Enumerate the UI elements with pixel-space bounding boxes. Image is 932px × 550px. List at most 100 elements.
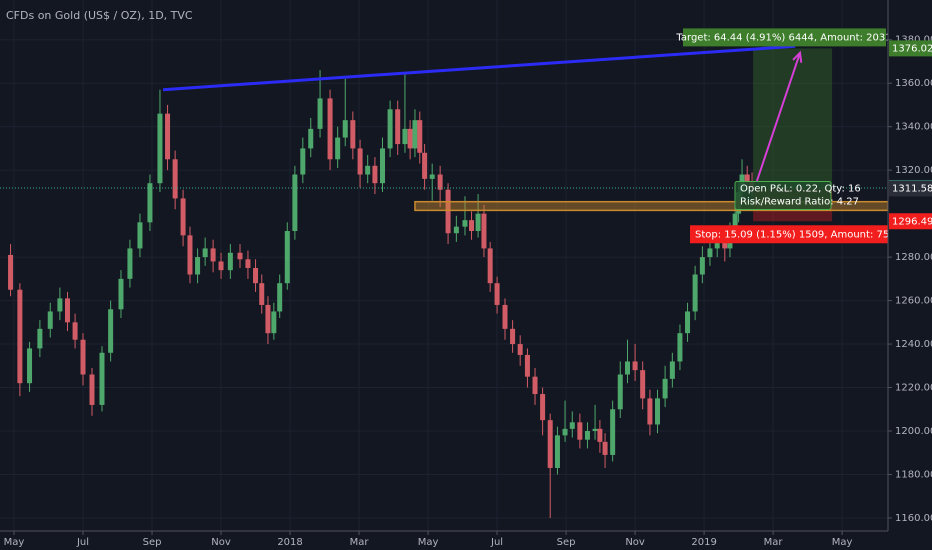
candle-body	[284, 231, 290, 284]
candle-body	[494, 283, 500, 305]
y-tick-label: 1200.00	[895, 426, 932, 437]
candle-body	[137, 222, 143, 249]
pnl-label: Open P&L: 0.22, Qty: 16	[740, 183, 861, 194]
candle-body	[395, 109, 401, 145]
candle-body	[308, 128, 314, 149]
candle-body	[685, 311, 691, 334]
candle-body	[259, 283, 265, 305]
candle-body	[669, 361, 675, 379]
candle-body	[517, 344, 523, 355]
candle-body	[118, 278, 124, 310]
x-tick-label: 2018	[277, 537, 302, 548]
y-tick-label: 1220.00	[895, 383, 932, 394]
candle-body	[157, 113, 163, 184]
y-axis-panel	[888, 0, 932, 550]
candle-body	[422, 152, 428, 179]
candle-body	[202, 248, 208, 258]
candle-body	[407, 128, 413, 149]
x-tick-label: Jul	[76, 537, 89, 548]
candle-body	[647, 398, 653, 425]
candle-body	[80, 339, 86, 375]
chart-title: CFDs on Gold (US$ / OZ), 1D, TVC	[6, 9, 193, 22]
candle-body	[632, 361, 638, 371]
candle-body	[412, 120, 418, 149]
candle-body	[453, 226, 459, 234]
candle-body	[699, 257, 705, 275]
x-tick-label: Nov	[625, 537, 645, 548]
candle-body	[732, 213, 738, 232]
candle-body	[365, 165, 371, 175]
candle-body	[27, 348, 33, 384]
candle-body	[127, 248, 133, 279]
price-marker-label: 1376.02	[892, 43, 932, 54]
candle-body	[17, 289, 23, 384]
x-tick-label: Nov	[211, 537, 231, 548]
candle-body	[195, 257, 201, 275]
y-tick-label: 1180.00	[895, 469, 932, 480]
candle-body	[524, 354, 530, 377]
candle-body	[547, 420, 553, 468]
x-tick-label: Jul	[490, 537, 503, 548]
candle-body	[502, 304, 508, 329]
candle-body	[108, 309, 114, 353]
candle-body	[372, 165, 378, 184]
price-marker-label: 1296.49	[892, 216, 932, 227]
candle-body	[57, 298, 63, 312]
candle-body	[72, 322, 78, 340]
target-zone	[753, 48, 833, 189]
candle-body	[714, 239, 720, 249]
candle-body	[487, 248, 493, 284]
candle-body	[147, 183, 153, 223]
candle-body	[265, 304, 271, 334]
y-tick-label: 1320.00	[895, 165, 932, 176]
candle-body	[292, 174, 298, 232]
y-tick-label: 1280.00	[895, 252, 932, 263]
overlays: Target: 64.44 (4.91%) 6444, Amount: 2031…	[0, 28, 905, 244]
arrow	[755, 52, 801, 182]
candle-body	[172, 159, 178, 199]
candle-body	[402, 128, 408, 145]
x-tick-label: May	[418, 537, 439, 548]
candle-body	[277, 283, 283, 312]
candle-body	[640, 370, 646, 399]
candle-body	[89, 374, 95, 405]
candle-body	[584, 431, 590, 440]
candle-body	[327, 98, 333, 160]
candle-body	[387, 109, 393, 149]
candle-body	[481, 213, 487, 249]
x-tick-label: 2019	[691, 537, 716, 548]
candle-body	[592, 428, 598, 432]
stop-label: Stop: 15.09 (1.15%) 1509, Amount: 758.5	[695, 229, 905, 240]
price-marker	[889, 40, 932, 57]
candle-body	[8, 254, 14, 290]
price-marker	[889, 213, 932, 230]
y-tick-label: 1380.00	[895, 35, 932, 46]
candle-body	[417, 120, 423, 153]
x-tick-label: Mar	[350, 537, 370, 548]
candle-body	[47, 311, 53, 329]
axes: 1160.00 1180.00 1200.00 1220.00 1240.00 1260.…	[4, 35, 932, 548]
candle-body	[707, 248, 713, 258]
candle-body	[722, 239, 728, 249]
candle-body	[99, 352, 105, 405]
candle-body	[210, 248, 216, 262]
candle-body	[655, 398, 661, 425]
candle-body	[445, 189, 451, 234]
price-marker-label: 1311.58	[892, 183, 932, 194]
candle-body	[237, 252, 243, 260]
y-tick-label: 1160.00	[895, 513, 932, 524]
candle-body	[180, 198, 186, 236]
price-marker	[889, 180, 932, 197]
pnl-box	[734, 180, 832, 210]
candle-body	[37, 328, 43, 349]
candle-body	[64, 298, 70, 323]
candle-body	[617, 374, 623, 410]
candle-body	[532, 376, 538, 395]
candle-body	[350, 120, 356, 149]
candle-body	[227, 252, 233, 271]
candle-body	[540, 394, 546, 421]
candle-body	[510, 328, 516, 345]
y-tick-label: 1260.00	[895, 296, 932, 307]
